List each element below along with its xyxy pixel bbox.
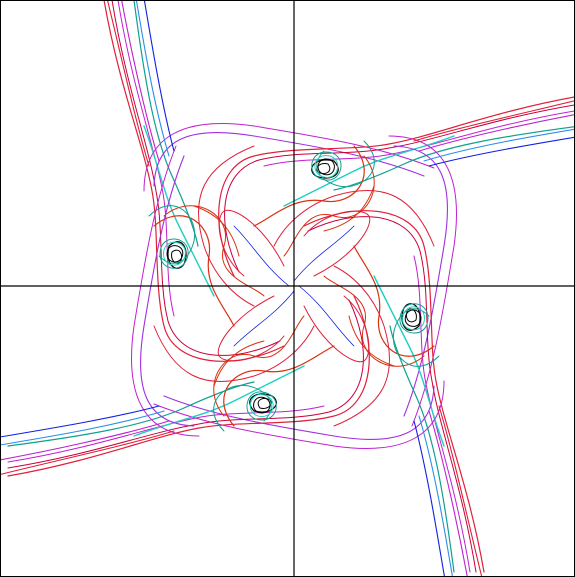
- island-loop: [246, 391, 277, 421]
- orbit-curve: [233, 290, 295, 347]
- orbit-curve: [303, 210, 371, 277]
- sweep-curve: [133, 0, 170, 157]
- orbit-curve: [348, 315, 395, 367]
- orbit-curve: [303, 295, 370, 363]
- island-loop: [249, 394, 274, 417]
- orbit-curve: [392, 308, 440, 367]
- sweep-curve: [0, 430, 175, 476]
- orbit-curve: [233, 225, 290, 287]
- sweep-curve: [413, 420, 447, 577]
- sweep-arm-3: [0, 405, 175, 476]
- orbit-curve: [413, 255, 471, 573]
- orbit-curve: [333, 125, 575, 191]
- orbit-arm-2: [197, 95, 575, 427]
- island-loop: [404, 309, 422, 327]
- island-loop: [311, 151, 342, 181]
- orbit-curve: [223, 345, 335, 427]
- orbit-curve: [213, 340, 265, 387]
- sweep-curve: [418, 415, 455, 577]
- sweep-curve: [418, 113, 575, 152]
- orbit-curve: [111, 0, 281, 356]
- orbit-curve: [193, 205, 240, 257]
- sweep-curve: [423, 128, 575, 162]
- sweep-curve: [103, 0, 150, 167]
- orbit-curve: [133, 365, 305, 437]
- sweep-arm-2: [413, 405, 485, 577]
- island-loop: [399, 303, 429, 334]
- orbit-curve: [273, 189, 435, 247]
- orbit-curve: [373, 275, 445, 447]
- orbit-curve: [323, 185, 375, 232]
- orbit-curve: [153, 215, 235, 327]
- orbit-arm-1: [103, 0, 435, 383]
- orbit-curve: [253, 145, 365, 227]
- orbit-curve: [293, 225, 355, 282]
- sweep-curve: [428, 136, 575, 167]
- sweep-curve: [0, 410, 165, 446]
- orbit-curve: [307, 216, 477, 573]
- orbit-curve: [7, 381, 255, 447]
- orbit-curve: [133, 0, 199, 247]
- orbit-curve: [217, 295, 285, 362]
- orbit-curve: [7, 405, 325, 463]
- island-loop: [159, 238, 189, 269]
- orbit-curve: [316, 140, 375, 188]
- orbit-curve: [7, 299, 364, 469]
- orbit-curve: [283, 135, 455, 207]
- orbit-curve: [143, 125, 215, 297]
- sweep-curve: [0, 420, 170, 461]
- orbit-curve: [303, 210, 485, 573]
- sweep-arm-1: [413, 100, 575, 167]
- sweep-curve: [118, 0, 160, 162]
- island-loop: [253, 396, 271, 414]
- orbit-curve: [298, 285, 355, 347]
- orbit-curve: [213, 384, 272, 432]
- orbit-curve: [389, 325, 455, 573]
- island-loop: [166, 245, 184, 263]
- orbit-curve: [103, 0, 285, 362]
- orbit-curve: [153, 325, 315, 383]
- orbit-curve: [197, 145, 255, 307]
- sweep-curve: [438, 405, 485, 577]
- orbit-curve: [224, 103, 575, 273]
- orbit-curve: [7, 295, 370, 477]
- sweep-curve: [0, 405, 160, 438]
- orbit-curve: [218, 209, 285, 277]
- orbit-curve: [148, 205, 196, 264]
- sweep-curve: [141, 0, 175, 152]
- sweep-curve: [413, 100, 575, 142]
- orbit-curve: [353, 245, 435, 357]
- orbit-curve: [263, 109, 575, 167]
- sweep-arm-4: [103, 0, 175, 167]
- orbit-curve: [333, 265, 391, 427]
- island-loop: [402, 306, 425, 331]
- island-loop: [317, 158, 335, 176]
- island-loop: [314, 155, 339, 178]
- sweep-curve: [428, 410, 470, 577]
- orbit-curve: [218, 95, 575, 277]
- island-loop: [163, 241, 186, 266]
